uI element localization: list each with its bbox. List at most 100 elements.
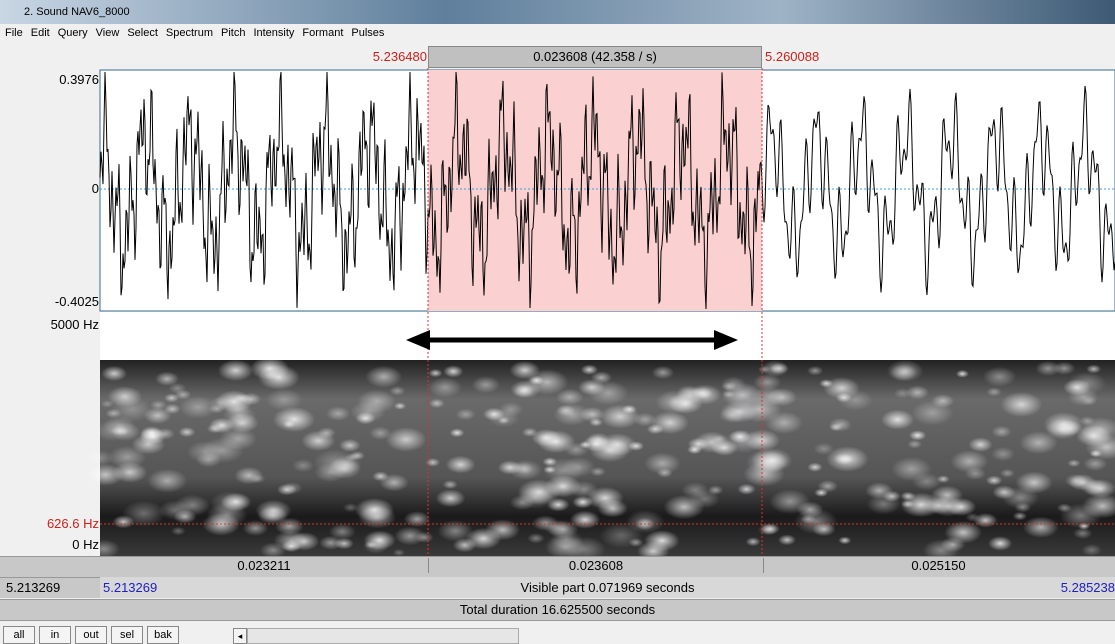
spectrogram-spot xyxy=(826,446,869,472)
spectrogram-spot xyxy=(982,366,1017,387)
button[interactable]: in xyxy=(39,626,71,644)
spectrogram-spot xyxy=(362,537,390,554)
spectrogram-spot xyxy=(111,425,129,436)
spectrogram-spot xyxy=(556,388,584,406)
spectrogram-spot xyxy=(100,399,114,408)
spectrogram-spot xyxy=(1012,511,1027,521)
menu-item[interactable]: Pitch xyxy=(220,27,246,39)
duration[interactable]: 0.025150 xyxy=(911,558,966,573)
spectrogram-spot xyxy=(415,531,434,543)
spectrogram-spot xyxy=(163,403,181,415)
spectrogram-spot xyxy=(965,512,981,522)
spectrogram-spot xyxy=(991,425,1012,438)
scrollbar[interactable] xyxy=(247,628,519,644)
menu-item[interactable]: Intensity xyxy=(253,27,295,39)
spectrogram-spot xyxy=(319,535,343,550)
spectrogram-spot xyxy=(1079,417,1115,442)
freq-cursor: 626.6 Hz xyxy=(46,516,99,531)
spectrogram-spot xyxy=(171,526,186,536)
spectrogram-spot xyxy=(707,485,724,495)
spectrogram-spot xyxy=(471,376,501,394)
spectrogram-spot xyxy=(745,537,761,547)
freq-top: 5000 Hz xyxy=(50,317,99,332)
menu-item[interactable]: Edit xyxy=(30,27,50,39)
spectrogram-spot xyxy=(437,520,474,542)
total-duration: Total duration 16.625500 seconds xyxy=(459,602,656,617)
spectrogram-spot xyxy=(292,459,315,473)
spectrogram-spot xyxy=(385,427,427,452)
selection-duration: 0.023608 (42.358 / s) xyxy=(533,49,657,64)
spectrogram-spot xyxy=(1089,449,1103,458)
spectrogram-spot xyxy=(757,524,777,536)
spectrogram-spot xyxy=(676,385,701,400)
spectrogram-spot xyxy=(819,379,834,388)
spectrogram-spot xyxy=(891,456,932,482)
spectrogram-spot xyxy=(250,356,290,381)
menu-item[interactable]: File xyxy=(5,27,23,39)
menu-item[interactable]: Formant xyxy=(302,27,344,39)
spectrogram-spot xyxy=(108,445,147,469)
spectrogram-spot xyxy=(392,549,406,556)
spectrogram-spot xyxy=(355,412,376,425)
duration[interactable]: 0.023211 xyxy=(237,558,291,573)
spectrogram-spot xyxy=(168,382,187,394)
spectrogram-spot xyxy=(111,396,153,422)
button[interactable]: sel xyxy=(111,626,143,644)
menu-item[interactable]: Spectrum xyxy=(165,27,213,39)
scroll-left[interactable]: ◂ xyxy=(233,628,247,644)
freq-bottom: 0 Hz xyxy=(72,537,99,552)
spectrogram-spot xyxy=(455,408,476,421)
spectrogram-spot xyxy=(687,445,702,455)
total-row[interactable]: Total duration 16.625500 seconds xyxy=(0,599,1115,621)
spectrogram-spot xyxy=(275,517,304,535)
spectrogram-spot xyxy=(164,393,180,403)
spectrogram-spot xyxy=(737,483,756,495)
menu-item[interactable]: Pulses xyxy=(351,27,385,39)
spectrogram-spot xyxy=(838,389,873,411)
spectrogram-spot xyxy=(443,365,464,378)
spectrogram-spot xyxy=(589,418,603,427)
spectrogram-spot xyxy=(881,409,915,430)
spectrogram-spot xyxy=(778,534,796,546)
spectrogram-spot xyxy=(389,386,406,396)
spectrogram-spot xyxy=(986,387,1002,397)
spectrogram-spot xyxy=(550,529,584,550)
spectrogram-spot xyxy=(988,536,1013,551)
spectrogram-spot xyxy=(179,396,217,419)
spectrogram-spot xyxy=(1045,418,1080,440)
spectrogram-spot xyxy=(807,365,824,376)
menu-item[interactable]: Query xyxy=(57,27,88,39)
button[interactable]: bak xyxy=(147,626,179,644)
spectrogram-spot xyxy=(442,480,458,490)
spectrogram-spot xyxy=(217,359,254,382)
spectrogram-spot xyxy=(936,475,950,483)
spectrogram-spot xyxy=(328,523,356,540)
menu-bar: File Edit Query View Select Spectrum Pitch Inte… xyxy=(0,24,1115,42)
spectrogram-spot xyxy=(527,533,545,544)
selection-start: 5.236480 xyxy=(372,49,427,64)
visible-end: 5.285238 xyxy=(1060,580,1115,595)
menu-item[interactable]: View xyxy=(95,27,120,39)
spectrogram-spot xyxy=(342,503,359,513)
signal-view xyxy=(0,68,1115,556)
button[interactable]: all xyxy=(3,626,35,644)
visible-bar[interactable] xyxy=(100,577,1115,598)
spectrogram-spot xyxy=(149,400,167,411)
menu-item[interactable]: Select xyxy=(127,27,158,39)
duration[interactable]: 0.023608 xyxy=(428,558,764,573)
spectrogram-spot xyxy=(955,369,969,378)
amp-max: 0.3976 xyxy=(59,72,99,87)
spectrogram-spot xyxy=(650,411,689,435)
title-bar: 2. Sound NAV6_8000 xyxy=(0,0,1115,24)
spectrogram-spot xyxy=(753,373,782,391)
spectrogram-spot xyxy=(761,360,789,377)
button[interactable]: out xyxy=(75,626,107,644)
durations-row xyxy=(0,556,1115,577)
spectrogram-spot xyxy=(282,481,303,495)
spectrogram-spot xyxy=(379,473,409,492)
spectrogram-spot xyxy=(901,500,915,508)
spectrogram-spot xyxy=(796,501,824,518)
spectrogram-spot xyxy=(521,427,538,437)
spectrogram-spot xyxy=(968,437,993,452)
spectrogram-spot xyxy=(722,390,736,399)
